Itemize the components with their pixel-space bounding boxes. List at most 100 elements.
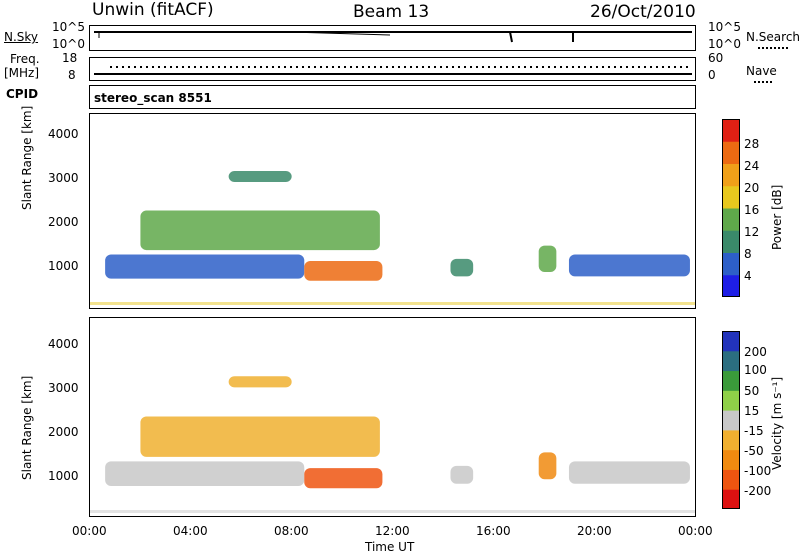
- velocity-colorbar-border: [722, 331, 740, 509]
- x-axis-label: Time UT: [365, 540, 415, 554]
- velocity-ylabel: Slant Range [km]: [20, 375, 34, 480]
- nsearch-tick-low: 10^0: [708, 37, 741, 51]
- power-cbar-tick: 20: [744, 181, 760, 195]
- power-ytick: 1000: [48, 259, 79, 273]
- nave-label: Nave: [746, 64, 777, 78]
- nsky-label: N.Sky: [4, 30, 39, 44]
- x-tick: 12:00: [375, 524, 410, 538]
- velocity-heatmap: [90, 376, 695, 513]
- velocity-colorbar-label: Velocity [m s⁻¹]: [770, 376, 784, 470]
- velocity-colorbar-swatch: [722, 449, 740, 470]
- velocity-colorbar-swatch: [722, 489, 740, 509]
- velocity-ytick: 3000: [48, 381, 79, 395]
- power-ground-scatter: [90, 302, 695, 305]
- power-colorbar-swatch: [722, 208, 740, 231]
- power-ytick: 2000: [48, 215, 79, 229]
- velocity-echo-region: [568, 461, 690, 484]
- velocity-colorbar: [722, 331, 740, 509]
- velocity-colorbar-swatch: [722, 331, 740, 352]
- power-colorbar: [722, 119, 740, 297]
- freq-trace: [94, 66, 692, 75]
- power-echo-region: [105, 254, 305, 279]
- velocity-ytick: 1000: [48, 469, 79, 483]
- nave-tick-high: 60: [708, 51, 724, 65]
- x-tick: 16:00: [476, 524, 511, 538]
- power-cbar-tick: 16: [744, 203, 760, 217]
- velocity-echo-region: [140, 416, 380, 457]
- velocity-ytick: 4000: [48, 337, 79, 351]
- velocity-colorbar-swatch: [722, 390, 740, 411]
- velocity-colorbar-swatch: [722, 410, 740, 431]
- velocity-colorbar-swatch: [722, 429, 740, 451]
- x-tick: 20:00: [577, 524, 612, 538]
- power-echo-region: [450, 258, 474, 277]
- power-colorbar-label: Power [dB]: [770, 184, 784, 250]
- power-colorbar-border: [722, 119, 740, 297]
- nave-tick-low: 0: [708, 68, 716, 82]
- velocity-ytick: 2000: [48, 425, 79, 439]
- power-colorbar-swatch: [722, 252, 740, 276]
- power-echo-region: [538, 245, 557, 273]
- power-ytick: 4000: [48, 127, 79, 141]
- power-cbar-tick: 4: [744, 269, 752, 283]
- nsky-tick-low: 10^0: [52, 37, 85, 51]
- x-tick: 04:00: [173, 524, 208, 538]
- nsearch-tick-high: 10^5: [708, 20, 741, 34]
- velocity-cbar-tick: -200: [744, 484, 772, 498]
- velocity-ground-scatter: [90, 510, 695, 513]
- station-title: Unwin (fitACF): [92, 0, 214, 20]
- x-tick: 00:00: [678, 524, 713, 538]
- velocity-cbar-tick: 100: [744, 363, 767, 377]
- power-colorbar-swatch: [722, 230, 740, 253]
- power-echo-region: [228, 171, 292, 183]
- freq-label: Freq.: [10, 52, 40, 66]
- velocity-colorbar-swatch: [722, 350, 740, 372]
- power-cbar-tick: 12: [744, 225, 760, 239]
- cpid-panel: stereo_scan 8551: [89, 85, 696, 109]
- power-ylabel: Slant Range [km]: [20, 105, 34, 210]
- nave-legend-line: [754, 81, 772, 83]
- freq-tick-high: 18: [62, 51, 78, 65]
- power-colorbar-swatch: [722, 274, 740, 297]
- velocity-cbar-tick: 15: [744, 404, 760, 418]
- nsearch-label: N.Search: [746, 30, 800, 44]
- nsky-trace: [94, 31, 692, 43]
- x-tick: 08:00: [274, 524, 309, 538]
- power-colorbar-swatch: [722, 141, 740, 164]
- power-heatmap: [90, 171, 695, 305]
- power-ytick: 3000: [48, 171, 79, 185]
- freq-tick-low: 8: [68, 68, 76, 82]
- velocity-cbar-tick: -50: [744, 444, 764, 458]
- freq-unit: [MHz]: [4, 66, 40, 80]
- power-colorbar-swatch: [722, 163, 740, 187]
- velocity-echo-region: [105, 461, 305, 486]
- velocity-echo-region: [304, 468, 383, 489]
- velocity-cbar-tick: 200: [744, 345, 767, 359]
- power-echo-region: [304, 261, 383, 281]
- beam-title: Beam 13: [353, 2, 430, 22]
- velocity-cbar-tick: 50: [744, 384, 760, 398]
- power-echo-region: [568, 254, 690, 277]
- power-echo-region: [140, 210, 380, 251]
- cpid-label: CPID: [6, 87, 39, 101]
- power-colorbar-swatch: [722, 185, 740, 209]
- nsearch-legend-line: [758, 47, 788, 49]
- power-panel: [89, 113, 696, 309]
- velocity-echo-region: [450, 465, 474, 484]
- freq-panel: [89, 57, 696, 81]
- velocity-echo-region: [538, 452, 557, 480]
- power-colorbar-swatch: [722, 119, 740, 142]
- nsky-panel: [89, 25, 696, 51]
- date-title: 26/Oct/2010: [590, 2, 696, 22]
- velocity-cbar-tick: -15: [744, 424, 764, 438]
- power-cbar-tick: 24: [744, 159, 760, 173]
- power-cbar-tick: 8: [744, 247, 752, 261]
- velocity-panel: [89, 317, 696, 517]
- power-cbar-tick: 28: [744, 137, 760, 151]
- velocity-cbar-tick: -100: [744, 464, 772, 478]
- x-tick: 00:00: [72, 524, 107, 538]
- nsky-tick-high: 10^5: [52, 20, 85, 34]
- velocity-colorbar-swatch: [722, 370, 740, 391]
- cpid-value: stereo_scan 8551: [94, 91, 212, 105]
- velocity-colorbar-swatch: [722, 469, 740, 490]
